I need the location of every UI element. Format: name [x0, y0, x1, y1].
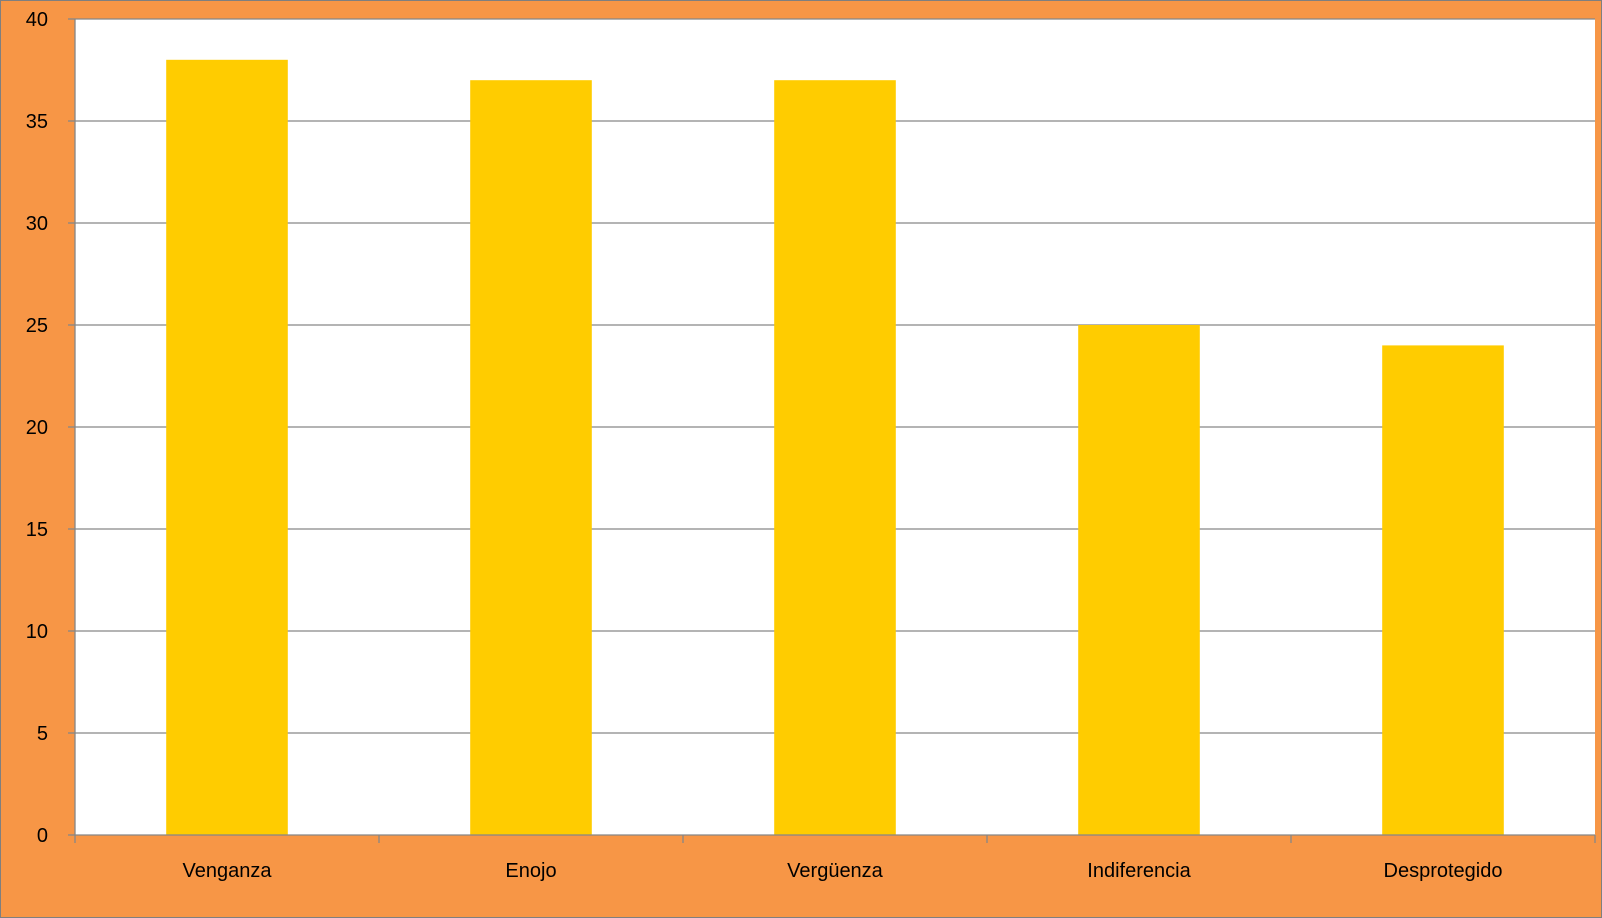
- y-tick-label: 30: [26, 213, 48, 235]
- bars: [166, 59, 1504, 836]
- x-tick-label: Vergüenza: [787, 860, 884, 882]
- bar-enojo: [470, 80, 592, 835]
- x-tick-label: Desprotegido: [1384, 860, 1503, 882]
- axes: [68, 18, 1596, 843]
- y-tick-label: 20: [26, 417, 48, 439]
- y-tick-label: 5: [37, 723, 48, 745]
- y-tick-label: 15: [26, 519, 48, 541]
- bar-vergüenza: [774, 80, 896, 835]
- y-tick-label: 25: [26, 315, 48, 337]
- bar-venganza: [166, 59, 288, 836]
- x-tick-label: Enojo: [505, 860, 556, 882]
- bar-desprotegido: [1382, 345, 1504, 835]
- y-tick-label: 0: [37, 825, 48, 847]
- y-tick-label: 35: [26, 111, 48, 133]
- y-tick-label: 10: [26, 621, 48, 643]
- y-tick-label: 40: [26, 9, 48, 31]
- x-tick-label: Venganza: [183, 860, 273, 882]
- y-tick-labels: 0 5 10 15 20 25 30 35 40: [26, 9, 48, 847]
- x-tick-labels: Venganza Enojo Vergüenza Indiferencia Despro…: [183, 860, 1503, 882]
- x-tick-label: Indiferencia: [1087, 860, 1191, 882]
- bar-indiferencia: [1078, 325, 1200, 835]
